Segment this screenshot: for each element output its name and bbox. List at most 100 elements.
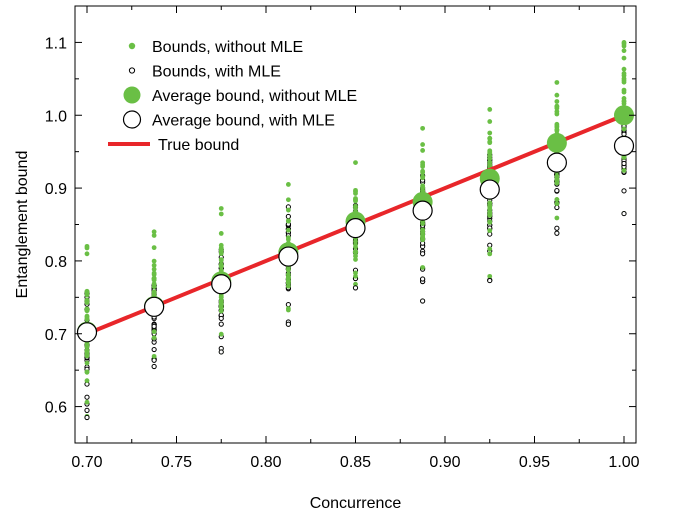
x-tick-label: 0.90	[429, 454, 460, 471]
y-tick-label: 0.8	[45, 254, 67, 271]
point-without-mle	[554, 173, 560, 179]
point-without-mle	[621, 79, 627, 85]
point-without-mle	[420, 265, 426, 270]
point-without-mle	[218, 206, 224, 211]
point-without-mle	[554, 128, 560, 134]
x-axis-title: Concurrence	[310, 495, 402, 512]
point-without-mle	[285, 235, 291, 241]
point-without-mle	[285, 307, 291, 313]
average-with-mle-marker	[479, 179, 500, 200]
plot-area	[76, 40, 635, 421]
point-without-mle	[151, 229, 157, 235]
point-without-mle	[487, 210, 493, 216]
legend-entry: Bounds, without MLE	[128, 39, 303, 56]
point-without-mle	[554, 104, 560, 110]
point-without-mle	[554, 197, 560, 202]
legend-label: True bound	[158, 137, 239, 154]
point-without-mle	[353, 273, 358, 279]
point-without-mle	[84, 251, 90, 257]
x-tick-label: 0.70	[71, 454, 102, 471]
point-without-mle	[554, 201, 560, 207]
average-with-mle-marker	[76, 322, 98, 343]
point-without-mle	[420, 125, 426, 131]
y-axis-title: Entanglement bound	[14, 151, 31, 299]
legend-marker-average-with-mle	[122, 110, 142, 129]
point-without-mle	[84, 297, 90, 303]
point-without-mle	[84, 243, 90, 249]
point-without-mle	[218, 211, 224, 217]
point-with-mle	[285, 321, 291, 327]
average-with-mle-marker	[613, 135, 635, 156]
x-tick-label: 0.75	[161, 454, 192, 471]
point-without-mle	[487, 246, 493, 252]
point-without-mle	[84, 292, 90, 298]
point-without-mle	[487, 136, 493, 142]
legend-label: Bounds, with MLE	[152, 64, 281, 81]
point-without-mle	[420, 148, 426, 153]
y-tick-label: 0.6	[45, 400, 67, 417]
average-with-mle-marker	[546, 152, 567, 173]
point-without-mle	[487, 119, 493, 124]
point-without-mle	[420, 142, 426, 147]
point-without-mle	[487, 273, 493, 279]
point-without-mle	[84, 399, 90, 405]
x-tick-label: 1.00	[608, 454, 639, 471]
point-without-mle	[353, 239, 358, 244]
average-with-mle-marker	[345, 218, 366, 239]
y-tick-label: 1.1	[45, 35, 67, 52]
point-without-mle	[151, 266, 157, 272]
legend-entry: Average bound, with MLE	[122, 110, 335, 130]
point-without-mle	[621, 87, 627, 93]
y-tick-label: 1.0	[45, 108, 67, 125]
legend-label: Average bound, without MLE	[152, 88, 357, 105]
point-without-mle	[487, 219, 493, 225]
point-without-mle	[151, 289, 157, 295]
point-with-mle	[84, 414, 90, 421]
point-without-mle	[554, 180, 560, 186]
legend-marker-bounds-without-mle	[128, 42, 136, 50]
point-without-mle	[218, 305, 224, 311]
point-without-mle	[84, 314, 90, 320]
point-with-mle	[151, 363, 157, 370]
point-without-mle	[218, 293, 224, 299]
point-with-mle	[621, 188, 627, 194]
legend-entry: Average bound, without MLE	[123, 86, 357, 105]
point-without-mle	[84, 369, 90, 375]
point-with-mle	[285, 213, 291, 220]
point-without-mle	[621, 167, 627, 173]
point-without-mle	[84, 288, 90, 294]
point-without-mle	[420, 168, 426, 174]
point-without-mle	[285, 271, 291, 277]
legend-marker-bounds-with-mle	[128, 67, 136, 74]
point-without-mle	[285, 227, 291, 233]
point-with-mle	[554, 225, 560, 231]
point-without-mle	[420, 184, 426, 190]
point-without-mle	[420, 162, 426, 168]
point-without-mle	[487, 228, 493, 234]
point-without-mle	[420, 221, 426, 227]
average-with-mle-marker	[211, 274, 232, 295]
point-without-mle	[151, 245, 157, 251]
average-without-mle-marker	[614, 105, 634, 126]
point-with-mle	[554, 230, 560, 236]
point-without-mle	[285, 207, 291, 213]
point-with-mle	[151, 357, 157, 363]
point-with-mle	[84, 407, 90, 413]
point-without-mle	[84, 307, 90, 313]
point-with-mle	[420, 276, 426, 282]
point-without-mle	[285, 218, 291, 224]
point-without-mle	[353, 249, 358, 254]
point-without-mle	[487, 107, 493, 112]
point-without-mle	[84, 347, 90, 353]
legend-entry: True bound	[108, 137, 239, 154]
point-without-mle	[353, 281, 358, 287]
point-without-mle	[420, 237, 426, 243]
point-without-mle	[151, 276, 157, 282]
point-without-mle	[621, 48, 627, 54]
point-without-mle	[151, 329, 157, 335]
point-without-mle	[487, 251, 493, 257]
point-without-mle	[487, 203, 493, 208]
point-without-mle	[353, 198, 358, 204]
average-with-mle-marker	[278, 246, 299, 267]
point-without-mle	[621, 66, 627, 72]
